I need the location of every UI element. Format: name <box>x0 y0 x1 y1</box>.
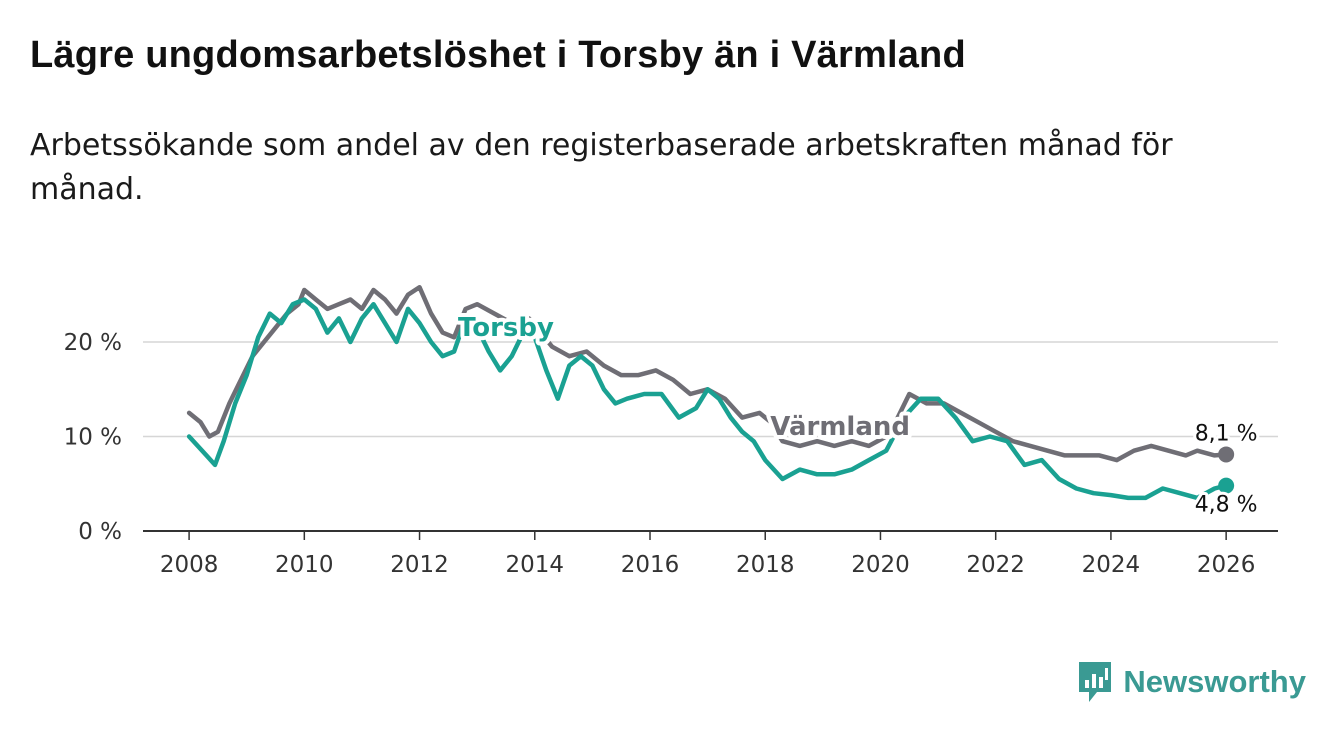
x-tick-label: 2008 <box>160 552 219 578</box>
end-point-vrmland <box>1218 446 1235 463</box>
y-tick-label: 20 % <box>64 330 122 356</box>
series-lines <box>186 284 1235 501</box>
series-label-vrmland: Värmland <box>770 412 910 442</box>
series-label-halo-torsby: Torsby <box>458 313 554 343</box>
x-tick-label: 2010 <box>275 552 334 578</box>
series-line-vrmland <box>186 284 1229 463</box>
line-chart: 2008 2010 2012 2014 2016 2018 2020 2022 2024 2026… <box>64 284 1278 578</box>
x-axis: 2008 2010 2012 2014 2016 2018 2020 2022 2024 2026 <box>143 530 1278 578</box>
y-axis: 0 % 10 % 20 % <box>64 330 122 545</box>
end-value-halo-vrmland: 8,1 % <box>1195 421 1258 446</box>
y-tick-label: 10 % <box>64 425 122 451</box>
end-point-torsby <box>1218 477 1235 494</box>
series-label-torsby: Torsby <box>458 313 554 343</box>
brand-logo: Newsworthy <box>1077 660 1306 704</box>
end-value-label-vrmland: 8,1 % <box>1195 421 1258 446</box>
brand-name: Newsworthy <box>1123 664 1306 699</box>
x-tick-label: 2012 <box>390 552 449 578</box>
x-tick-label: 2024 <box>1082 552 1141 578</box>
x-tick-label: 2026 <box>1197 552 1256 578</box>
gridlines <box>143 341 1278 438</box>
x-tick-label: 2016 <box>621 552 680 578</box>
x-tick-label: 2014 <box>506 552 565 578</box>
newsworthy-logo-icon <box>1079 662 1112 702</box>
end-value-label-torsby: 4,8 % <box>1195 493 1258 518</box>
chart-title: Lägre ungdomsarbetslöshet i Torsby än i … <box>30 34 966 76</box>
y-tick-label: 0 % <box>78 519 122 545</box>
end-value-halo-torsby: 4,8 % <box>1195 493 1258 518</box>
series-line-torsby <box>186 297 1229 501</box>
chart-subtitle: Arbetssökande som andel av den registerb… <box>30 128 1173 207</box>
x-tick-label: 2022 <box>966 552 1025 578</box>
series-label-halo-vrmland: Värmland <box>770 412 910 442</box>
x-tick-label: 2018 <box>736 552 795 578</box>
x-tick-label: 2020 <box>851 552 910 578</box>
